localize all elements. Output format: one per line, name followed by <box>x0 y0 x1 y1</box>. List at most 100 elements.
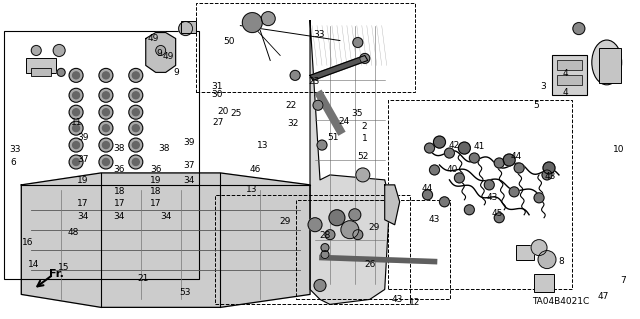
Circle shape <box>433 136 445 148</box>
Circle shape <box>132 92 140 99</box>
Text: 44: 44 <box>421 184 433 193</box>
Bar <box>31 68 51 76</box>
Text: 29: 29 <box>279 217 291 226</box>
Circle shape <box>72 92 79 99</box>
Circle shape <box>243 13 262 33</box>
Text: 33: 33 <box>313 31 324 40</box>
Text: TA04B4021C: TA04B4021C <box>532 297 589 306</box>
Text: 17: 17 <box>150 199 161 208</box>
Circle shape <box>349 209 361 221</box>
Circle shape <box>72 159 79 166</box>
Bar <box>552 56 587 95</box>
Text: 37: 37 <box>77 155 89 164</box>
Circle shape <box>99 138 113 152</box>
Polygon shape <box>310 56 368 80</box>
Text: 38: 38 <box>113 144 125 153</box>
Circle shape <box>129 88 143 102</box>
Circle shape <box>69 155 83 169</box>
Bar <box>599 48 621 83</box>
Circle shape <box>353 38 363 48</box>
Text: 27: 27 <box>212 118 224 128</box>
Circle shape <box>102 142 109 149</box>
Circle shape <box>72 125 79 132</box>
Text: 13: 13 <box>246 185 257 194</box>
Circle shape <box>465 205 474 215</box>
Circle shape <box>509 187 519 197</box>
Text: 15: 15 <box>58 263 70 272</box>
Circle shape <box>538 251 556 269</box>
Text: 34: 34 <box>160 211 172 220</box>
Text: 37: 37 <box>184 161 195 170</box>
Circle shape <box>313 100 323 110</box>
Text: 4: 4 <box>563 69 568 78</box>
Bar <box>516 245 534 260</box>
Circle shape <box>573 23 585 34</box>
Text: 40: 40 <box>447 165 458 174</box>
Text: 25: 25 <box>230 109 241 118</box>
Text: 38: 38 <box>158 144 170 153</box>
Text: 30: 30 <box>211 90 223 99</box>
Circle shape <box>129 138 143 152</box>
Circle shape <box>99 155 113 169</box>
Text: 45: 45 <box>492 209 503 218</box>
Circle shape <box>132 142 140 149</box>
Polygon shape <box>21 173 310 307</box>
Circle shape <box>494 158 504 168</box>
Circle shape <box>308 218 322 232</box>
Bar <box>388 100 572 289</box>
Circle shape <box>534 193 544 203</box>
Circle shape <box>102 125 109 132</box>
Text: 49: 49 <box>163 52 174 61</box>
Text: Fr.: Fr. <box>49 270 63 279</box>
Circle shape <box>542 170 552 180</box>
Circle shape <box>531 240 547 256</box>
Text: 7: 7 <box>620 276 625 285</box>
Text: 3: 3 <box>540 82 546 91</box>
Circle shape <box>469 153 479 163</box>
Circle shape <box>69 138 83 152</box>
Circle shape <box>69 88 83 102</box>
Text: 43: 43 <box>429 215 440 224</box>
Text: 39: 39 <box>77 133 89 142</box>
Circle shape <box>99 121 113 135</box>
Circle shape <box>429 165 440 175</box>
Circle shape <box>53 45 65 56</box>
Text: 11: 11 <box>71 118 83 128</box>
Bar <box>534 274 554 293</box>
Text: 34: 34 <box>113 211 125 220</box>
Circle shape <box>484 180 494 190</box>
Text: 48: 48 <box>67 228 79 237</box>
Text: 33: 33 <box>10 145 21 154</box>
Text: 35: 35 <box>351 109 363 118</box>
Text: 28: 28 <box>319 231 331 240</box>
Circle shape <box>440 197 449 207</box>
Text: 23: 23 <box>308 77 319 86</box>
Text: 47: 47 <box>598 292 609 300</box>
Text: 46: 46 <box>250 165 260 174</box>
Text: 10: 10 <box>612 145 624 154</box>
Text: 39: 39 <box>184 137 195 146</box>
Circle shape <box>132 109 140 116</box>
Text: 51: 51 <box>327 133 339 142</box>
Bar <box>557 75 582 85</box>
Text: 1: 1 <box>362 134 367 143</box>
Circle shape <box>72 109 79 116</box>
Circle shape <box>356 168 370 182</box>
Text: 20: 20 <box>218 108 229 116</box>
Text: 42: 42 <box>448 141 460 150</box>
Bar <box>557 60 582 70</box>
Polygon shape <box>146 33 175 72</box>
Text: 2: 2 <box>362 122 367 131</box>
Circle shape <box>69 105 83 119</box>
Text: 43: 43 <box>545 173 556 182</box>
Text: 36: 36 <box>113 165 125 174</box>
Text: 52: 52 <box>358 152 369 161</box>
Text: 9: 9 <box>157 48 163 58</box>
Circle shape <box>129 68 143 82</box>
Bar <box>196 3 415 92</box>
Text: 34: 34 <box>184 176 195 185</box>
Circle shape <box>261 12 275 26</box>
Circle shape <box>102 92 109 99</box>
Bar <box>296 200 451 300</box>
Circle shape <box>317 140 327 150</box>
